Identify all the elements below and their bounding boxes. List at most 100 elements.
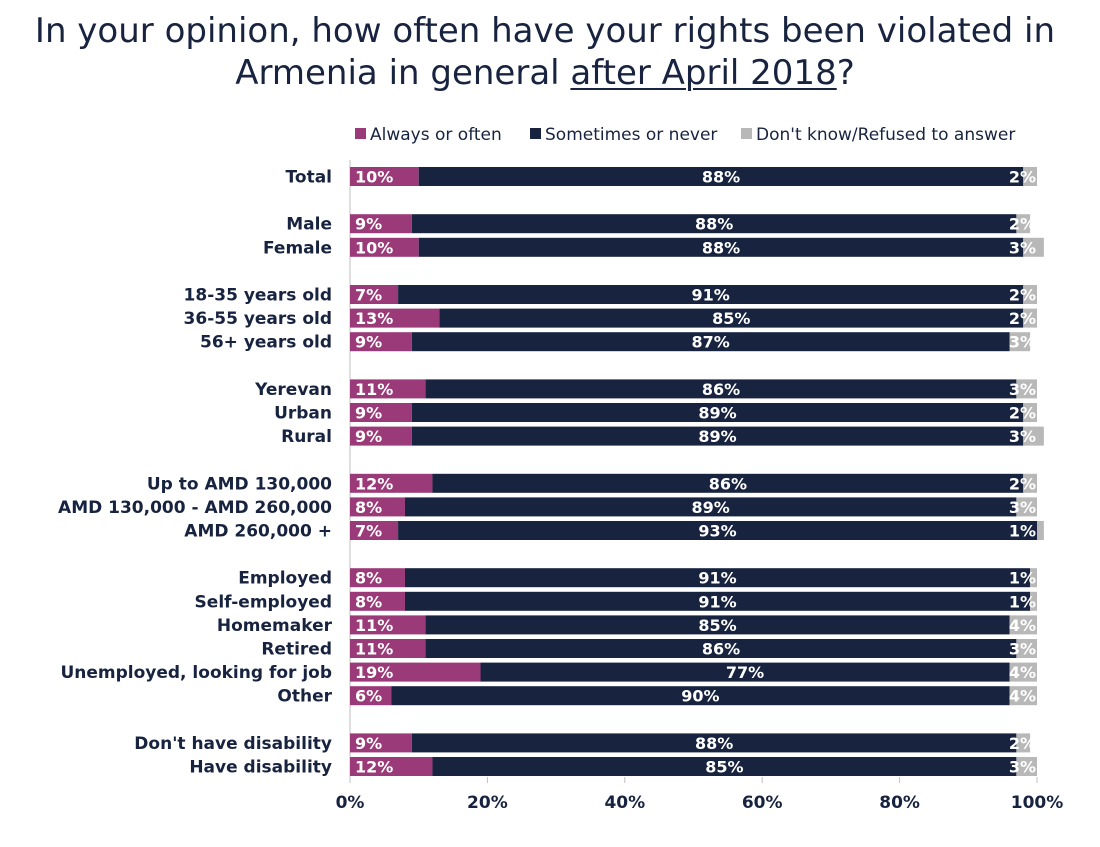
bar-urban-sometimes-or-never — [411, 403, 1024, 422]
bar-yerevan-always-or-often — [350, 379, 426, 399]
bar-amd-260-000-always-or-often — [350, 521, 399, 540]
title-underlined-phrase: after April 2018 — [570, 53, 837, 93]
title-line-1: In your opinion, how often have your rig… — [34, 11, 1056, 51]
bar-label-total-sometimes-or-never: 88% — [702, 168, 740, 187]
bar-label-amd-260-000-always-or-often: 7% — [355, 522, 382, 541]
bar-label-retired-don-t-know-refused-to-answer: 3% — [1009, 640, 1036, 659]
bar-female-don-t-know-refused-to-answer — [1023, 237, 1044, 257]
bar-36-55-years-old-don-t-know-refused-to-answer — [1023, 308, 1037, 328]
bar-label-urban-don-t-know-refused-to-answer: 2% — [1009, 404, 1036, 423]
bar-employed-always-or-often — [350, 568, 405, 588]
bar-label-rural-don-t-know-refused-to-answer: 3% — [1009, 427, 1036, 446]
legend-label-sometimes-or-never: Sometimes or never — [545, 125, 717, 145]
title-line-2-end: ? — [836, 53, 855, 93]
bar-label-amd-260-000-don-t-know-refused-to-answer: 1% — [1009, 522, 1036, 541]
bar-18-35-years-old-sometimes-or-never — [398, 285, 1024, 304]
bar-56-years-old-don-t-know-refused-to-answer — [1009, 332, 1031, 352]
legend-label-always-or-often: Always or often — [370, 125, 502, 145]
bar-urban-don-t-know-refused-to-answer — [1023, 403, 1037, 422]
bar-label-male-don-t-know-refused-to-answer: 2% — [1009, 215, 1036, 234]
bar-other-always-or-often — [350, 686, 392, 706]
bar-label-other-always-or-often: 6% — [355, 687, 382, 706]
bar-amd-260-000-sometimes-or-never — [398, 521, 1038, 540]
category-label-18-35-years-old: 18-35 years old — [184, 286, 332, 306]
bar-retired-don-t-know-refused-to-answer — [1016, 639, 1037, 658]
bar-male-don-t-know-refused-to-answer — [1016, 214, 1031, 234]
category-label-male: Male — [286, 215, 332, 235]
bar-female-always-or-often — [350, 237, 419, 257]
bar-label-56-years-old-always-or-often: 9% — [355, 333, 382, 352]
bar-56-years-old-always-or-often — [350, 332, 412, 352]
bar-female-sometimes-or-never — [418, 237, 1024, 257]
bar-retired-always-or-often — [350, 639, 426, 658]
category-label-homemaker: Homemaker — [217, 616, 333, 636]
bar-unemployed-looking-for-job-sometimes-or-never — [480, 662, 1010, 682]
bar-label-employed-sometimes-or-never: 91% — [698, 569, 736, 588]
bar-label-36-55-years-old-don-t-know-refused-to-answer: 2% — [1009, 309, 1036, 328]
bar-label-have-disability-always-or-often: 12% — [355, 758, 393, 777]
bar-label-unemployed-looking-for-job-don-t-know-refused-to-answer: 4% — [1009, 663, 1036, 682]
category-label-amd-260-000: AMD 260,000 + — [184, 522, 332, 542]
bar-label-yerevan-sometimes-or-never: 86% — [702, 380, 740, 399]
bar-total-always-or-often — [350, 167, 419, 186]
bar-self-employed-don-t-know-refused-to-answer — [1030, 591, 1037, 611]
category-label-total: Total — [286, 168, 332, 188]
bar-unemployed-looking-for-job-don-t-know-refused-to-answer — [1009, 662, 1037, 682]
bar-label-other-don-t-know-refused-to-answer: 4% — [1009, 687, 1036, 706]
category-label-self-employed: Self-employed — [195, 592, 332, 612]
bar-label-have-disability-don-t-know-refused-to-answer: 3% — [1009, 758, 1036, 777]
bar-label-don-t-have-disability-don-t-know-refused-to-answer: 2% — [1009, 734, 1036, 753]
bar-male-sometimes-or-never — [411, 214, 1017, 234]
bar-employed-don-t-know-refused-to-answer — [1030, 568, 1037, 588]
bar-self-employed-sometimes-or-never — [404, 591, 1031, 611]
bar-label-male-sometimes-or-never: 88% — [695, 215, 733, 234]
bar-amd-130-000-amd-260-000-always-or-often — [350, 497, 405, 517]
bar-label-homemaker-always-or-often: 11% — [355, 616, 393, 635]
category-label-up-to-amd-130-000: Up to AMD 130,000 — [147, 474, 332, 494]
bar-label-amd-260-000-sometimes-or-never: 93% — [698, 522, 736, 541]
bar-don-t-have-disability-don-t-know-refused-to-answer — [1016, 733, 1031, 753]
x-tick-label-0: 0% — [336, 793, 365, 813]
category-label-employed: Employed — [238, 569, 332, 589]
bar-unemployed-looking-for-job-always-or-often — [350, 662, 481, 682]
bar-label-other-sometimes-or-never: 90% — [681, 687, 719, 706]
bar-label-employed-always-or-often: 8% — [355, 569, 382, 588]
chart-title: In your opinion, how often have your rig… — [0, 10, 1090, 94]
bar-label-don-t-have-disability-sometimes-or-never: 88% — [695, 734, 733, 753]
category-label-don-t-have-disability: Don't have disability — [134, 734, 332, 754]
bar-label-don-t-have-disability-always-or-often: 9% — [355, 734, 382, 753]
bar-label-homemaker-don-t-know-refused-to-answer: 4% — [1009, 616, 1036, 635]
category-label-have-disability: Have disability — [189, 758, 332, 778]
legend-swatch-sometimes-or-never — [530, 128, 541, 139]
bar-don-t-have-disability-sometimes-or-never — [411, 733, 1017, 753]
category-label-female: Female — [263, 238, 332, 258]
bar-urban-always-or-often — [350, 403, 412, 422]
bar-other-don-t-know-refused-to-answer — [1009, 686, 1037, 706]
category-label-yerevan: Yerevan — [254, 380, 332, 400]
bar-label-rural-sometimes-or-never: 89% — [698, 427, 736, 446]
bar-label-male-always-or-often: 9% — [355, 215, 382, 234]
bar-label-amd-130-000-amd-260-000-sometimes-or-never: 89% — [692, 498, 730, 517]
bar-label-18-35-years-old-always-or-often: 7% — [355, 286, 382, 305]
x-tick-label-4: 80% — [879, 793, 920, 813]
bar-up-to-amd-130-000-sometimes-or-never — [432, 473, 1024, 493]
bar-label-female-always-or-often: 10% — [355, 238, 393, 257]
legend-swatch-don-t-know-refused-to-answer — [741, 128, 752, 139]
bar-label-unemployed-looking-for-job-sometimes-or-never: 77% — [726, 663, 764, 682]
x-tick-label-5: 100% — [1011, 793, 1064, 813]
bar-total-sometimes-or-never — [418, 167, 1024, 186]
bar-yerevan-sometimes-or-never — [425, 379, 1017, 399]
bar-label-self-employed-always-or-often: 8% — [355, 592, 382, 611]
bar-label-up-to-amd-130-000-don-t-know-refused-to-answer: 2% — [1009, 474, 1036, 493]
bar-rural-sometimes-or-never — [411, 426, 1024, 446]
bar-label-employed-don-t-know-refused-to-answer: 1% — [1009, 569, 1036, 588]
bar-label-female-sometimes-or-never: 88% — [702, 238, 740, 257]
bar-36-55-years-old-sometimes-or-never — [439, 308, 1024, 328]
bar-have-disability-sometimes-or-never — [432, 757, 1017, 776]
bar-rural-always-or-often — [350, 426, 412, 446]
bar-rural-don-t-know-refused-to-answer — [1023, 426, 1044, 446]
bar-homemaker-always-or-often — [350, 615, 426, 635]
bar-label-female-don-t-know-refused-to-answer: 3% — [1009, 238, 1036, 257]
bar-amd-260-000-don-t-know-refused-to-answer — [1037, 521, 1044, 540]
